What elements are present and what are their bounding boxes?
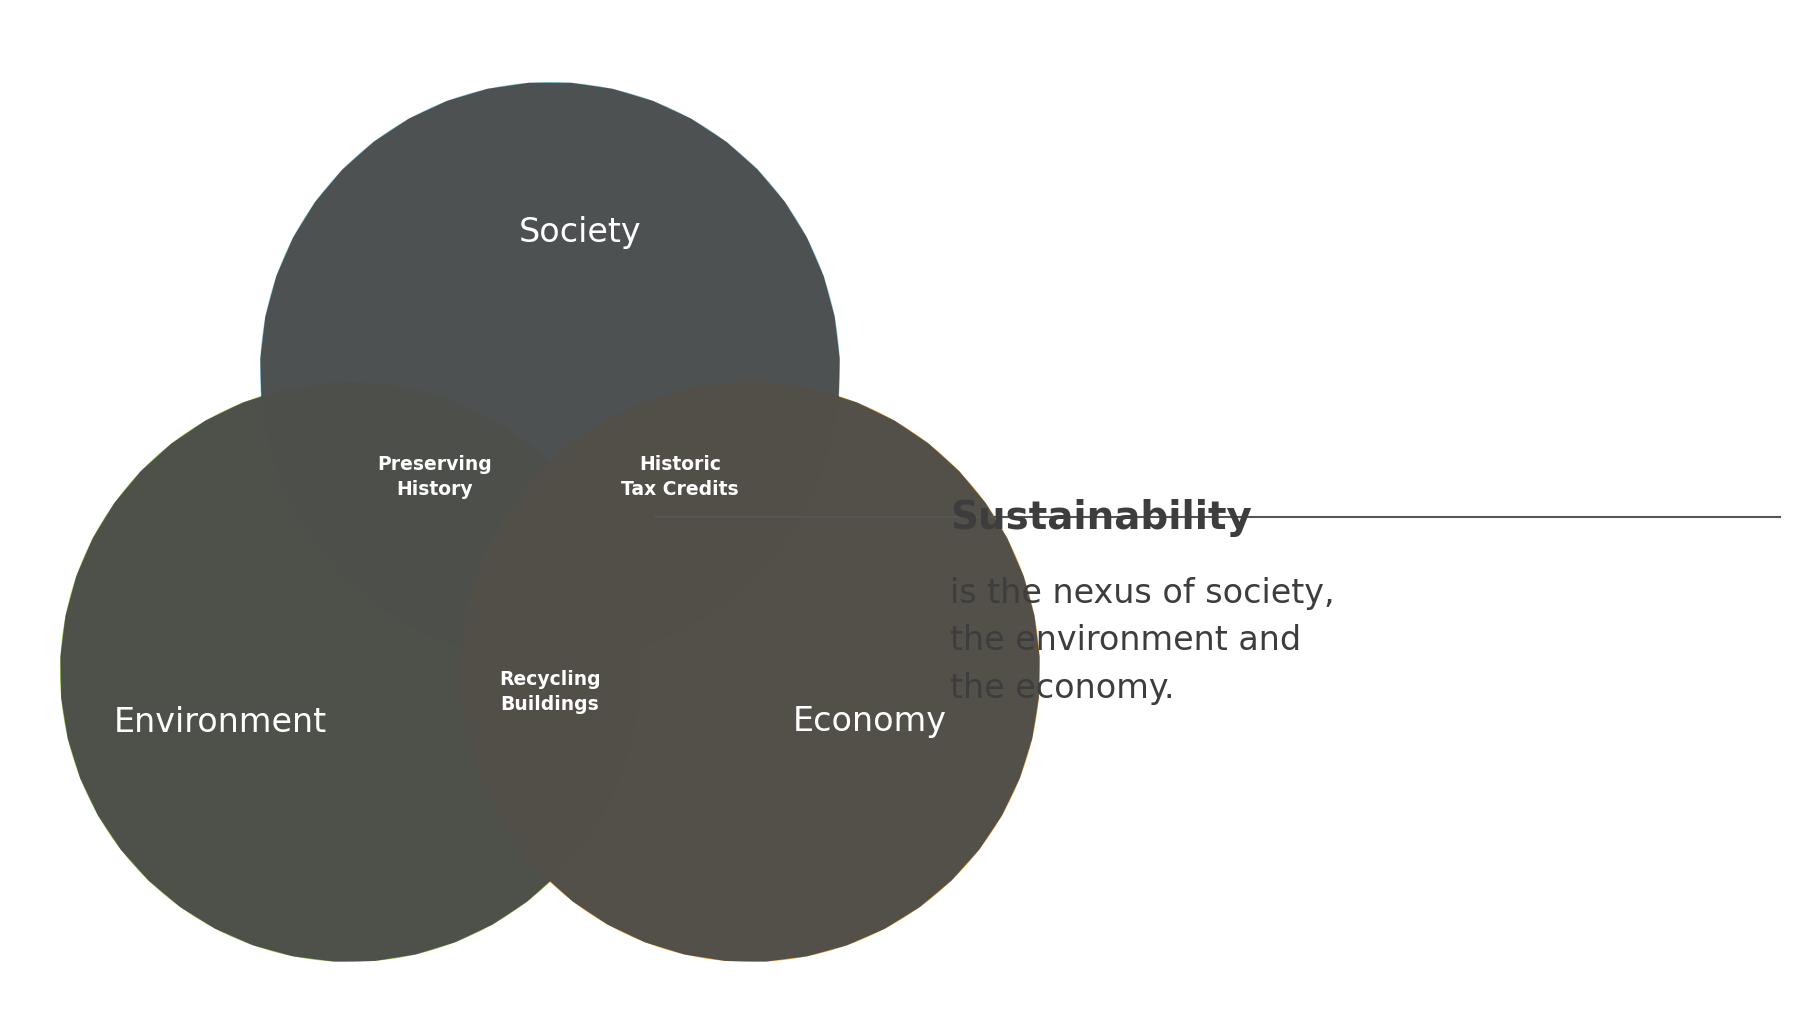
Polygon shape [61, 83, 1040, 962]
Text: Recycling
Buildings: Recycling Buildings [499, 670, 600, 714]
Text: Sustainability: Sustainability [950, 499, 1252, 537]
Circle shape [259, 82, 840, 662]
Text: is the nexus of society,
the environment and
the economy.: is the nexus of society, the environment… [950, 577, 1335, 704]
Text: Historic
Tax Credits: Historic Tax Credits [622, 455, 739, 499]
Text: Environment: Environment [114, 705, 326, 739]
Text: Economy: Economy [793, 705, 948, 739]
Text: Society: Society [519, 216, 642, 248]
Circle shape [460, 382, 1040, 962]
Text: Preserving
History: Preserving History [378, 455, 492, 499]
Circle shape [59, 382, 640, 962]
